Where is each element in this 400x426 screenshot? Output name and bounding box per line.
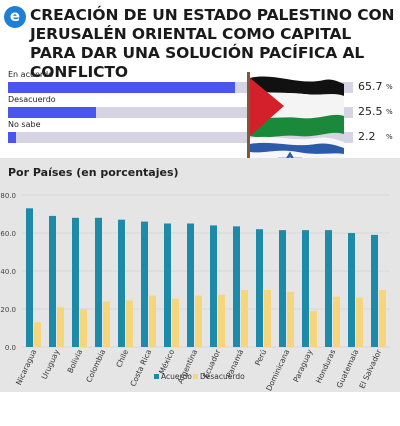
- chart-plot: 0.0 20.0 40.0 60.0 80.0 Nicaragua Uruguay Boliv…: [0, 192, 390, 392]
- survey-track: [8, 82, 353, 93]
- survey-unit: %: [386, 108, 393, 116]
- x-tick-label: Dominicana: [264, 348, 291, 392]
- y-tick-label: 20.0: [0, 306, 16, 314]
- survey-bar: [8, 82, 235, 93]
- bar-acuerdo: [164, 223, 171, 347]
- header: e CREACIÓN DE UN ESTADO PALESTINO CON JE…: [0, 0, 400, 81]
- page-title: CREACIÓN DE UN ESTADO PALESTINO CON JERU…: [30, 6, 395, 81]
- chart-title: Por Países (en porcentajes): [8, 166, 179, 179]
- bar-desacuerdo: [287, 291, 294, 347]
- y-tick-label: 60.0: [0, 230, 16, 238]
- bar-desacuerdo: [218, 294, 225, 347]
- legend-swatch: [154, 374, 159, 379]
- bar-acuerdo: [279, 230, 286, 347]
- survey-value: 65.7: [358, 80, 383, 93]
- bar-acuerdo: [26, 208, 33, 347]
- bar-acuerdo: [141, 221, 148, 347]
- survey-label: No sabe: [8, 120, 41, 129]
- bar-desacuerdo: [264, 290, 271, 347]
- bar-desacuerdo: [103, 301, 110, 347]
- bar-acuerdo: [325, 230, 332, 347]
- x-tick-label: Paraguay: [291, 348, 314, 384]
- x-tick-label: Perú: [253, 348, 268, 367]
- brand-logo: e: [4, 6, 26, 28]
- bar-acuerdo: [233, 226, 240, 347]
- palestine-flag: [250, 76, 344, 138]
- bar-desacuerdo: [195, 295, 202, 347]
- flag-pole: [247, 72, 250, 196]
- country-chart: Por Países (en porcentajes) 0.0 20.0 40.0 6…: [0, 158, 400, 392]
- legend-label: Acuerdo: [161, 372, 192, 381]
- bar-desacuerdo: [57, 307, 64, 347]
- bar-desacuerdo: [310, 310, 317, 347]
- bar-desacuerdo: [34, 322, 41, 347]
- survey-bar: [8, 132, 16, 143]
- x-tick-label: Bolivia: [66, 348, 85, 374]
- survey-value: 2.2: [358, 130, 376, 143]
- x-tick-label: Colombia: [84, 348, 107, 384]
- bar-acuerdo: [95, 217, 102, 347]
- x-tick-label: Nicaragua: [14, 348, 38, 386]
- bar-acuerdo: [72, 217, 79, 347]
- bar-acuerdo: [371, 234, 378, 347]
- survey-unit: %: [386, 133, 393, 141]
- bar-desacuerdo: [172, 298, 179, 347]
- bar-acuerdo: [118, 219, 125, 347]
- bar-desacuerdo: [80, 309, 87, 347]
- y-tick-label: 40.0: [0, 268, 16, 276]
- survey-track: [8, 107, 353, 118]
- survey-row-desacuerdo: Desacuerdo 25.5 %: [8, 95, 398, 119]
- bar-acuerdo: [210, 225, 217, 347]
- x-tick-label: Costa Rica: [128, 348, 153, 388]
- survey-results: En acuerdo 65.7 % Desacuerdo 25.5 % No s…: [0, 70, 400, 150]
- survey-value: 25.5: [358, 105, 383, 118]
- bar-acuerdo: [187, 223, 194, 347]
- legend-swatch: [193, 374, 198, 379]
- bar-acuerdo: [302, 230, 309, 347]
- y-tick-label: 0.0: [5, 344, 16, 352]
- x-tick-label: Chile: [114, 348, 130, 369]
- bar-desacuerdo: [149, 295, 156, 347]
- survey-bar: [8, 107, 96, 118]
- x-tick-label: Uruguay: [40, 348, 62, 381]
- survey-row-acuerdo: En acuerdo 65.7 %: [8, 70, 398, 94]
- survey-label: Desacuerdo: [8, 95, 56, 104]
- survey-label: En acuerdo: [8, 70, 54, 79]
- bar-desacuerdo: [126, 300, 133, 347]
- survey-row-no-sabe: No sabe 2.2 %: [8, 120, 398, 144]
- bar-desacuerdo: [379, 290, 386, 347]
- survey-unit: %: [386, 83, 393, 91]
- legend-label: Desacuerdo: [200, 372, 245, 381]
- bar-desacuerdo: [356, 297, 363, 347]
- y-tick-label: 80.0: [0, 192, 16, 200]
- bar-acuerdo: [49, 215, 56, 347]
- bar-acuerdo: [348, 233, 355, 347]
- x-tick-label: El Salvador: [357, 347, 383, 390]
- survey-track: [8, 132, 353, 143]
- bar-desacuerdo: [333, 296, 340, 347]
- bar-desacuerdo: [241, 290, 248, 347]
- x-tick-label: Guatemala: [335, 348, 361, 389]
- bar-acuerdo: [256, 229, 263, 347]
- x-tick-label: Honduras: [314, 348, 337, 385]
